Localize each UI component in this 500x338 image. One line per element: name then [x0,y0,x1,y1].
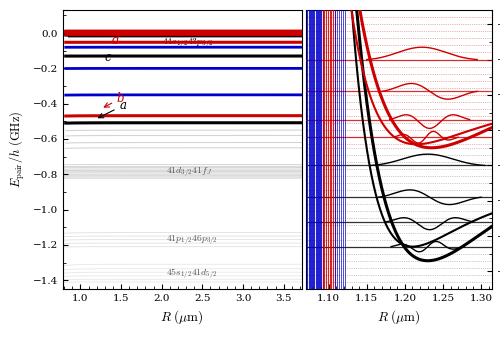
X-axis label: $R\ (\mu\mathrm{m})$: $R\ (\mu\mathrm{m})$ [378,308,421,326]
Y-axis label: $E_\mathrm{pair}/h\ \mathrm{(GHz)}$: $E_\mathrm{pair}/h\ \mathrm{(GHz)}$ [8,111,27,188]
Text: d: d [112,34,119,47]
Text: c: c [105,51,112,64]
Text: $41d_{3/2}41f_J$: $41d_{3/2}41f_J$ [166,165,212,179]
Text: $44s_{1/2}43p_{3/2}$: $44s_{1/2}43p_{3/2}$ [162,37,213,51]
X-axis label: $R\ (\mu\mathrm{m})$: $R\ (\mu\mathrm{m})$ [160,308,204,326]
Text: a: a [98,99,126,118]
Text: b: b [104,92,124,107]
Text: $45s_{1/2}41d_{5/2}$: $45s_{1/2}41d_{5/2}$ [166,266,218,282]
Text: $41p_{1/2}46p_{3/2}$: $41p_{1/2}46p_{3/2}$ [166,233,218,247]
